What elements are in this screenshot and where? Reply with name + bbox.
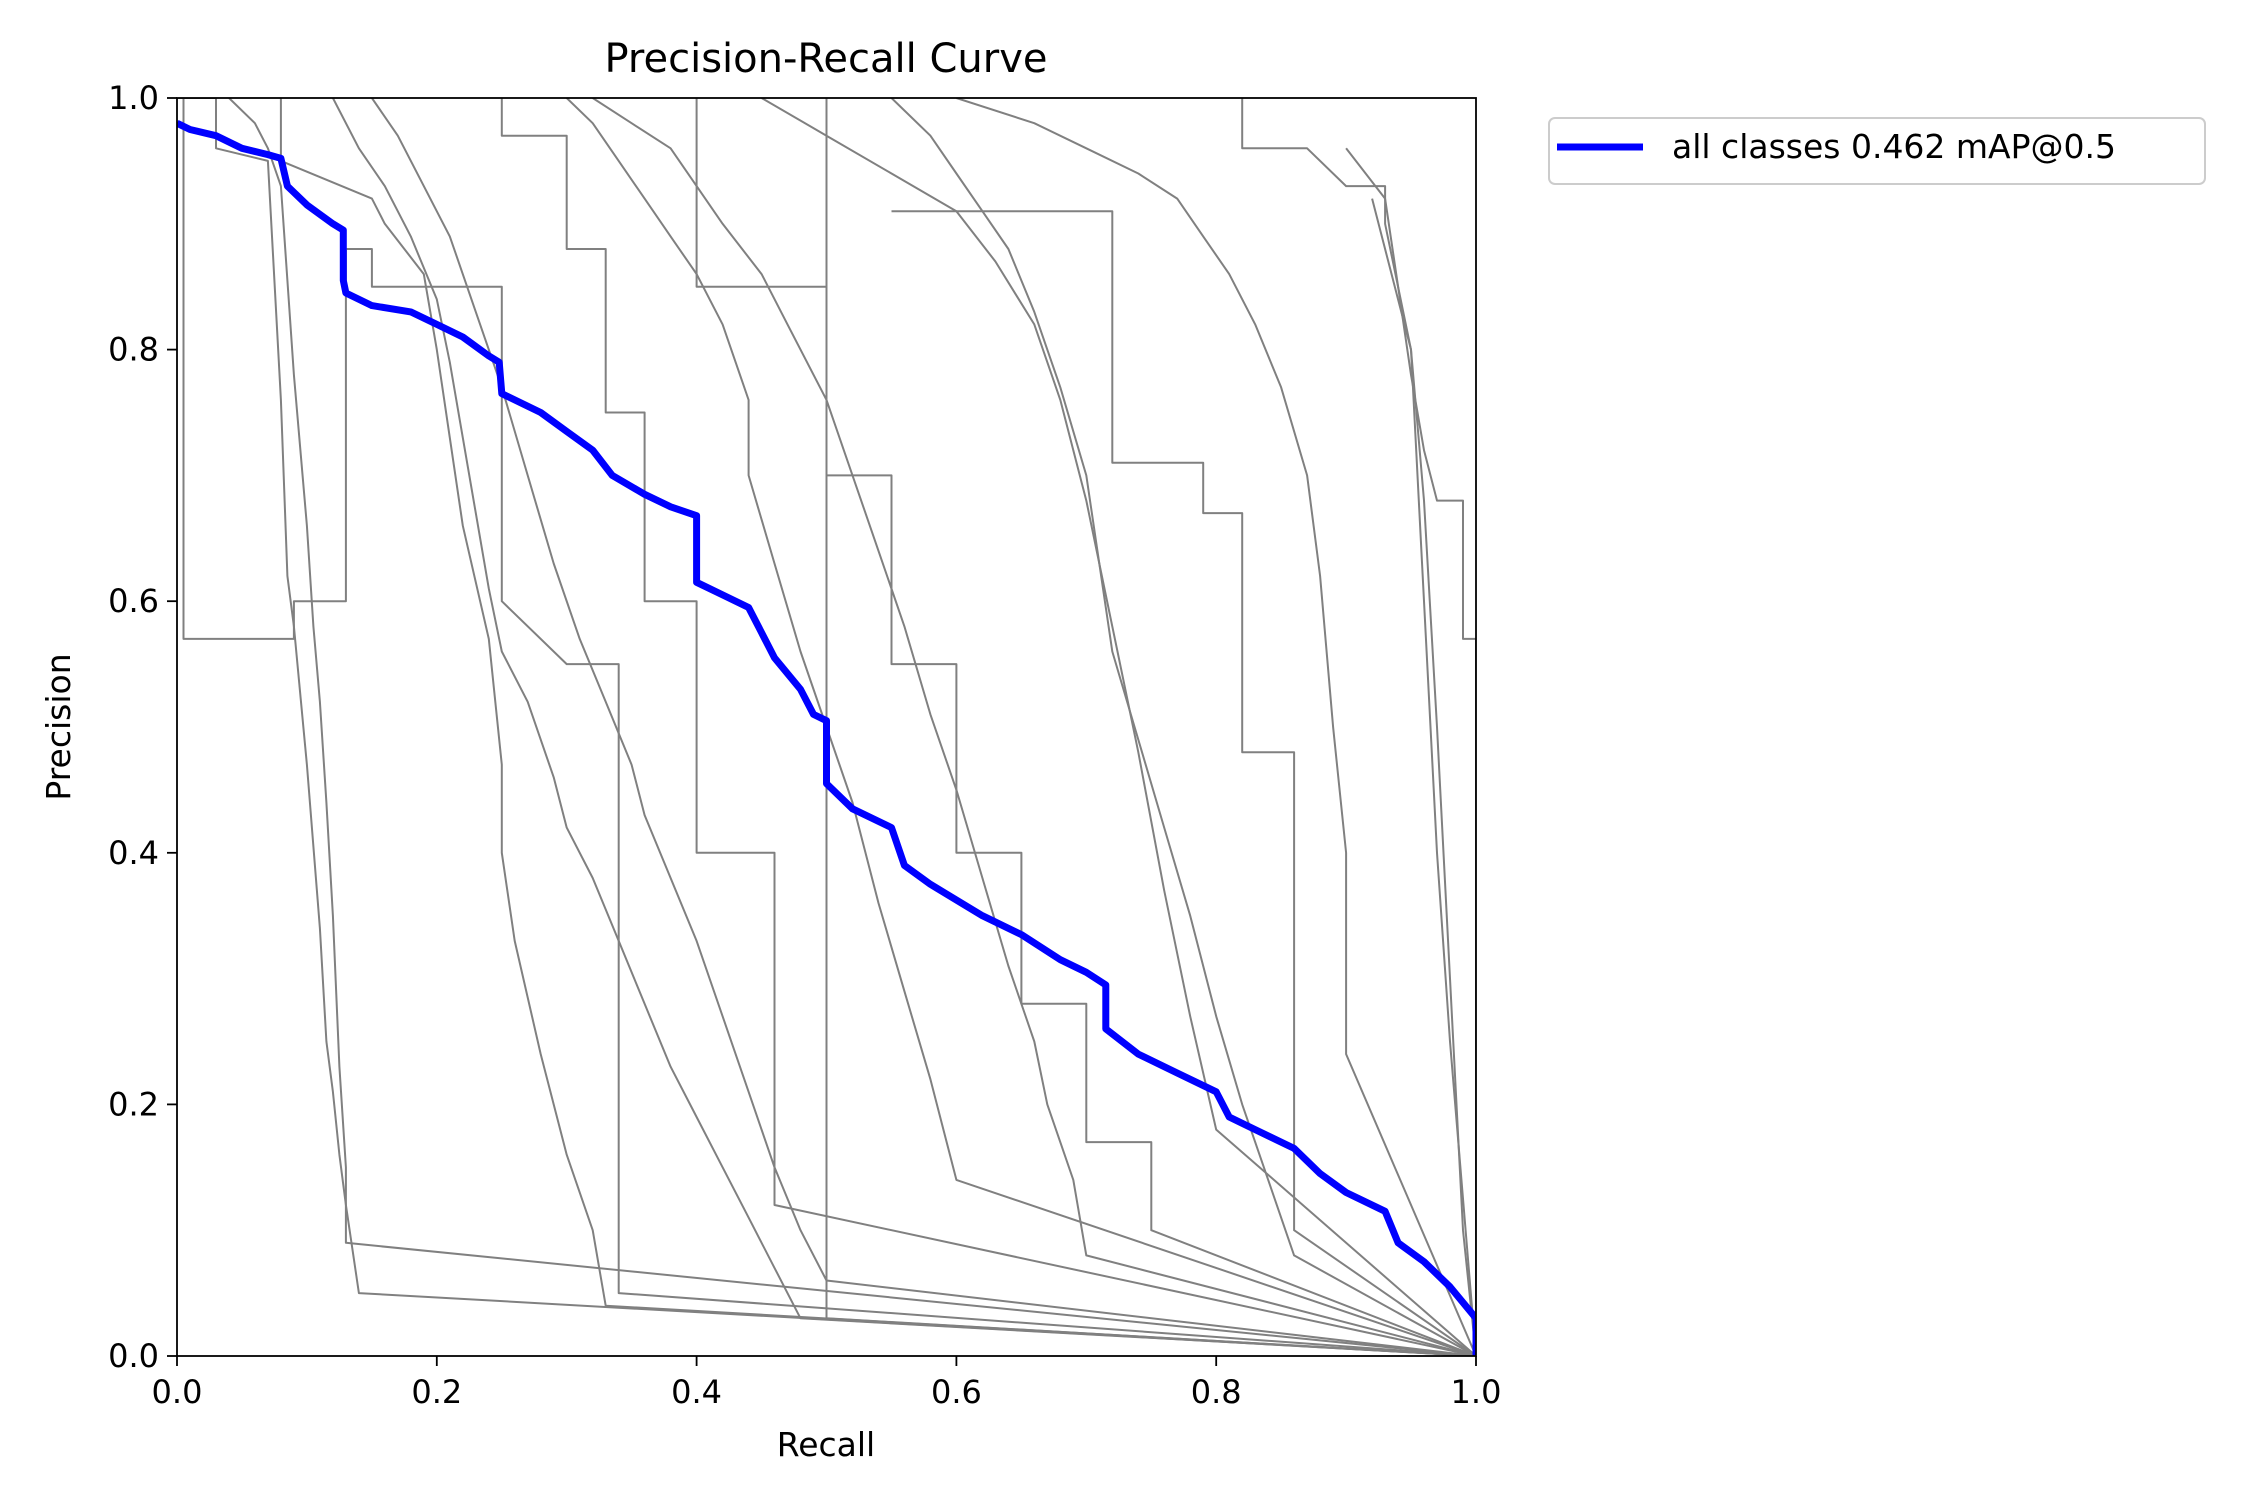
legend-frame	[1548, 117, 2206, 185]
x-tick-label: 0.6	[931, 1373, 982, 1411]
ticks-layer: 0.0 0.2 0.4 0.6 0.8 1.0 0.0 0.2 0.4 0.6 0.8 1.0	[108, 79, 1501, 1411]
x-tick-label: 1.0	[1451, 1373, 1502, 1411]
series-line-class-14	[891, 210, 1476, 1356]
x-axis-label: Recall	[777, 1425, 875, 1464]
legend-label-all-classes: all classes 0.462 mAP@0.5	[1672, 127, 2116, 166]
series-line-class-6	[371, 98, 1476, 1356]
y-tick-label: 1.0	[108, 79, 159, 117]
x-tick-label: 0.2	[411, 1373, 462, 1411]
series-layer	[177, 98, 1476, 1356]
series-line-class-7	[500, 98, 1476, 1356]
y-axis-label: Precision	[39, 653, 78, 800]
series-line-class-8	[566, 98, 1476, 1356]
x-tick-label: 0.8	[1191, 1373, 1242, 1411]
y-tick-label: 0.6	[108, 582, 159, 620]
series-line-class-13	[890, 98, 1476, 1356]
legend: all classes 0.462 mAP@0.5	[1548, 117, 2206, 185]
series-line-class-18	[1371, 198, 1476, 1356]
series-line-class-16	[1241, 98, 1476, 1356]
x-tick-label: 0.4	[671, 1373, 722, 1411]
y-tick-label: 0.0	[108, 1337, 159, 1375]
series-line-class-4	[279, 98, 1476, 1356]
plot-frame	[176, 97, 1477, 1357]
chart-title: Precision-Recall Curve	[605, 36, 1048, 82]
series-line-class-15	[956, 98, 1476, 1356]
series-line-class-17	[1345, 147, 1476, 1356]
series-line-all-classes	[177, 120, 1476, 1356]
series-line-class-12	[825, 98, 1476, 1356]
y-tick-label: 0.8	[108, 331, 159, 369]
y-tick-label: 0.2	[108, 1085, 159, 1123]
x-tick-label: 0.0	[152, 1373, 203, 1411]
y-tick-label: 0.4	[108, 834, 159, 872]
series-line-class-3	[182, 98, 1476, 1356]
series-line-class-5	[332, 98, 1476, 1356]
series-line-class-1	[177, 98, 1476, 1356]
series-line-class-11	[761, 98, 1476, 1356]
